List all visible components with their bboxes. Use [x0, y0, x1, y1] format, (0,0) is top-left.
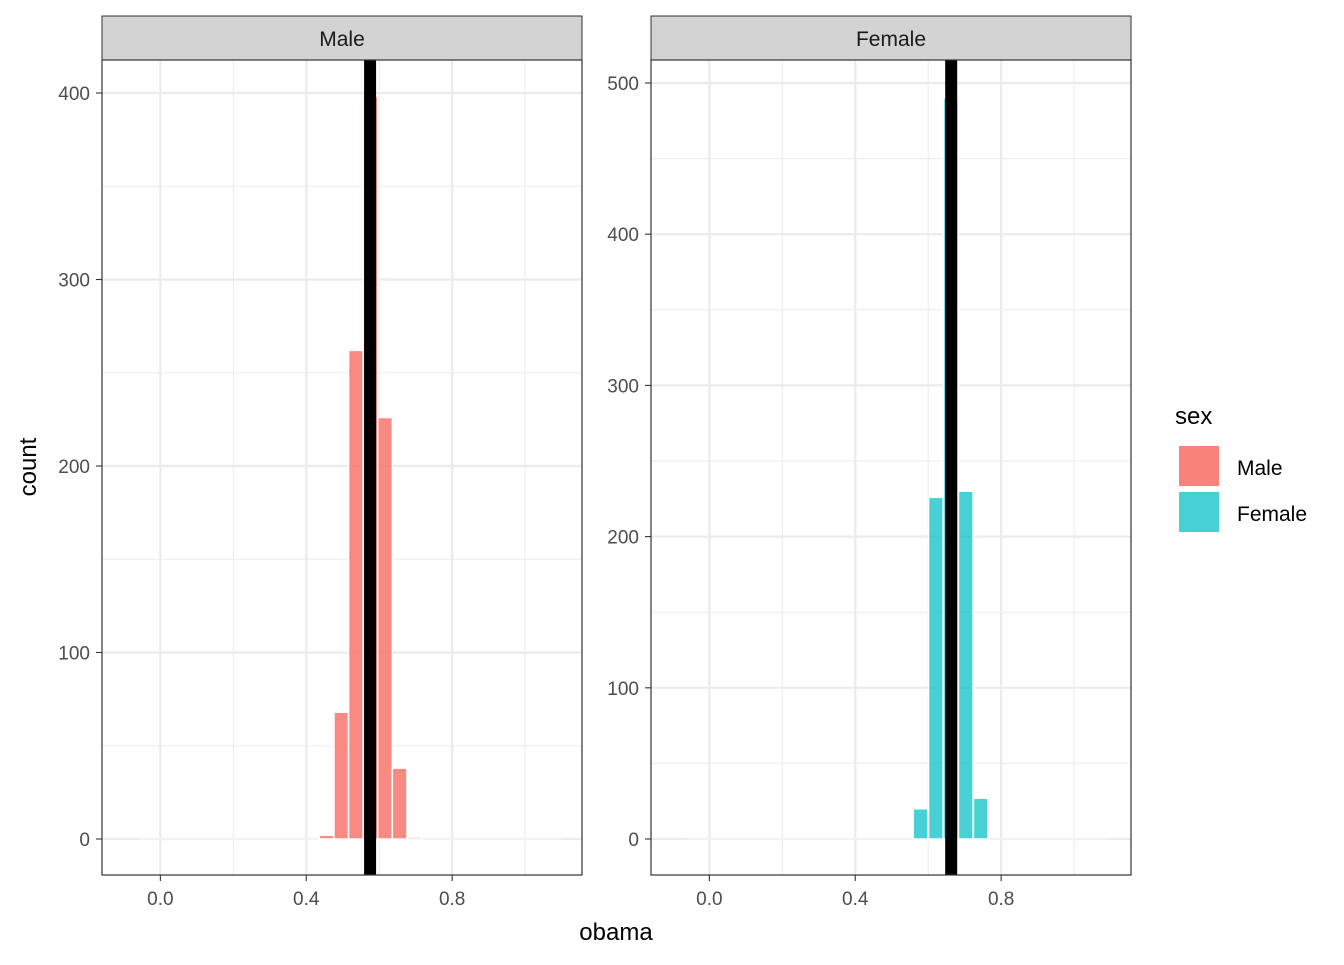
y-tick-label: 0: [628, 830, 639, 851]
histogram-bar: [972, 797, 989, 840]
legend-title: sex: [1175, 403, 1212, 430]
x-tick-label: 0.4: [293, 889, 320, 910]
panel-border: [101, 59, 583, 876]
facet-strip-label: Male: [319, 28, 365, 51]
histogram-bar: [376, 416, 394, 840]
y-tick-label: 300: [607, 376, 639, 397]
panel-male: Male 0.0 0.4 0.8 0 100 200 300 400: [58, 15, 583, 910]
y-tick-label: 100: [607, 679, 639, 700]
y-axis-title: count: [15, 437, 42, 496]
y-tick-label: 100: [58, 644, 90, 665]
histogram-bar: [957, 490, 974, 840]
x-tick-label: 0.8: [988, 889, 1014, 910]
y-tick-label: 400: [58, 84, 90, 105]
x-tick-label: 0.0: [147, 889, 173, 910]
histogram-bar: [406, 836, 423, 840]
panel-female: Female 0.0 0.4 0.8 0 100 200 300 400 500: [607, 15, 1132, 910]
y-tick-label: 400: [607, 225, 639, 246]
legend-label-male: Male: [1237, 457, 1283, 480]
x-tick-label: 0.0: [696, 889, 722, 910]
y-tick-label: 200: [607, 528, 639, 549]
histogram-bar: [391, 767, 408, 840]
y-tick-label: 300: [58, 271, 90, 292]
x-tick-label: 0.8: [439, 889, 465, 910]
legend: sex Male Female: [1175, 403, 1307, 532]
y-tick-label: 200: [58, 457, 90, 478]
legend-key-male: [1179, 446, 1219, 486]
histogram-bar: [318, 834, 335, 840]
facet-strip: [101, 15, 583, 61]
histogram-bar: [927, 496, 944, 840]
x-axis-title: obama: [579, 919, 653, 946]
y-tick-label: 500: [607, 74, 639, 95]
y-tick-label: 0: [79, 830, 90, 851]
legend-label-female: Female: [1237, 503, 1307, 526]
histogram-bar: [347, 349, 364, 840]
facet-strip-label: Female: [856, 28, 926, 51]
histogram-bar: [333, 711, 350, 840]
histogram-bar: [912, 808, 929, 840]
x-tick-label: 0.4: [842, 889, 869, 910]
panel-border: [650, 59, 1132, 876]
legend-key-female: [1179, 492, 1219, 532]
